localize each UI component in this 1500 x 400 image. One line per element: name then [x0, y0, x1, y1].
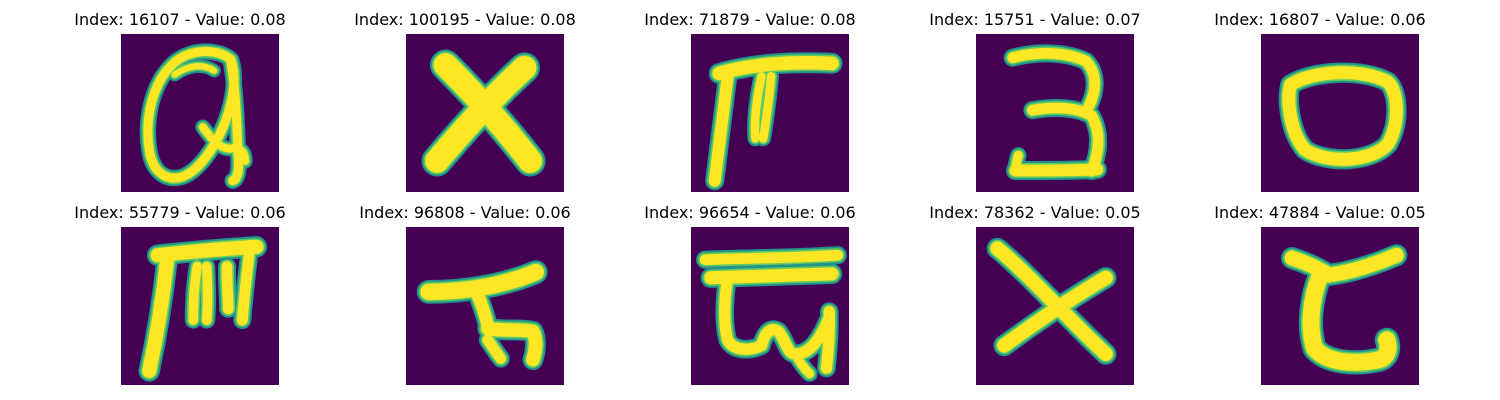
panel: Index: 55779 - Value: 0.06 — [20, 193, 340, 385]
stroke-core — [1321, 247, 1404, 283]
stroke-core — [790, 349, 815, 379]
panel-title: Index: 16107 - Value: 0.08 — [74, 10, 286, 29]
panel-title: Index: 15751 - Value: 0.07 — [929, 10, 1141, 29]
panel-title: Index: 55779 - Value: 0.06 — [74, 203, 286, 222]
panel: Index: 16107 - Value: 0.08 — [20, 0, 340, 192]
stroke-core — [1027, 102, 1104, 177]
t-hook-glyph — [406, 227, 564, 385]
sample-image — [121, 34, 279, 192]
panel: Index: 100195 - Value: 0.08 — [305, 0, 625, 192]
stroke-core — [425, 56, 537, 173]
stroke-core — [699, 249, 844, 266]
x-thick-glyph — [406, 34, 564, 192]
three-glyph — [976, 34, 1134, 192]
panel-title: Index: 16807 - Value: 0.06 — [1214, 10, 1426, 29]
stroke-core — [708, 70, 734, 187]
sample-image — [406, 34, 564, 192]
c-curve-glyph — [1261, 227, 1419, 385]
stroke-core — [143, 47, 239, 183]
panel: Index: 16807 - Value: 0.06 — [1160, 0, 1480, 192]
panel-title: Index: 100195 - Value: 0.08 — [354, 10, 576, 29]
sample-image — [1261, 34, 1419, 192]
panel-title: Index: 71879 - Value: 0.08 — [644, 10, 856, 29]
sample-image — [976, 34, 1134, 192]
stroke-core — [482, 334, 507, 364]
stroke-core — [226, 57, 244, 186]
panel: Index: 96808 - Value: 0.06 — [305, 193, 625, 385]
stroke-core — [198, 123, 250, 165]
panel: Index: 71879 - Value: 0.08 — [590, 0, 910, 192]
panel: Index: 47884 - Value: 0.05 — [1160, 193, 1480, 385]
m-glyph-glyph — [121, 227, 279, 385]
stroke-core — [1302, 266, 1397, 371]
o-ring-glyph — [1261, 34, 1419, 192]
stroke-core — [719, 272, 768, 355]
stroke-core — [997, 270, 1113, 353]
stroke-core — [750, 72, 776, 143]
panel: Index: 15751 - Value: 0.07 — [875, 0, 1195, 192]
stroke-core — [990, 241, 1113, 362]
sample-image — [691, 34, 849, 192]
sample-image — [976, 227, 1134, 385]
stroke-core — [142, 250, 175, 378]
stroke-core — [420, 263, 544, 301]
stroke-core — [221, 244, 256, 326]
script-a-glyph — [121, 34, 279, 192]
panel-title: Index: 78362 - Value: 0.05 — [929, 203, 1141, 222]
stroke-core — [481, 321, 543, 367]
stroke-core — [1010, 150, 1023, 176]
panel-title: Index: 96808 - Value: 0.06 — [359, 203, 571, 222]
sample-image — [1261, 227, 1419, 385]
panel: Index: 78362 - Value: 0.05 — [875, 193, 1195, 385]
stroke-core — [188, 261, 213, 325]
sample-image — [121, 227, 279, 385]
stroke-core — [1009, 163, 1104, 177]
script-g-glyph — [691, 227, 849, 385]
x-thin-glyph — [976, 227, 1134, 385]
stroke-core — [755, 311, 835, 360]
stroke-core — [1282, 66, 1403, 166]
gamma-hook-glyph — [691, 34, 849, 192]
stroke-core — [171, 63, 218, 78]
panel-title: Index: 96654 - Value: 0.06 — [644, 203, 856, 222]
stroke-core — [1007, 47, 1100, 112]
sample-image — [406, 227, 564, 385]
sample-image — [691, 227, 849, 385]
stroke-core — [820, 306, 836, 374]
panel-title: Index: 47884 - Value: 0.05 — [1214, 203, 1426, 222]
panel: Index: 96654 - Value: 0.06 — [590, 193, 910, 385]
